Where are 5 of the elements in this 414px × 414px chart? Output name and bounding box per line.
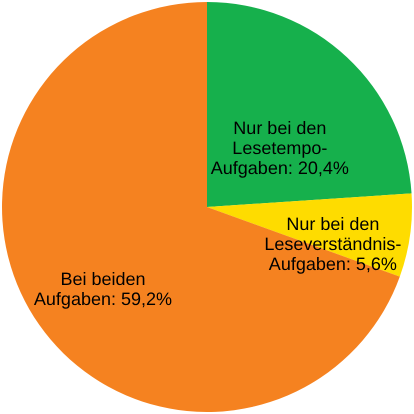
slice-label: Nur bei den Leseverständnis-Aufgaben: 5,6% bbox=[264, 214, 402, 274]
slice-label: Nur bei den Lesetempo-Aufgaben: 20,4% bbox=[210, 118, 349, 178]
slice-label: Bei beiden Aufgaben: 59,2% bbox=[34, 269, 172, 310]
pie-slice bbox=[207, 2, 412, 207]
pie-slice bbox=[2, 2, 400, 412]
